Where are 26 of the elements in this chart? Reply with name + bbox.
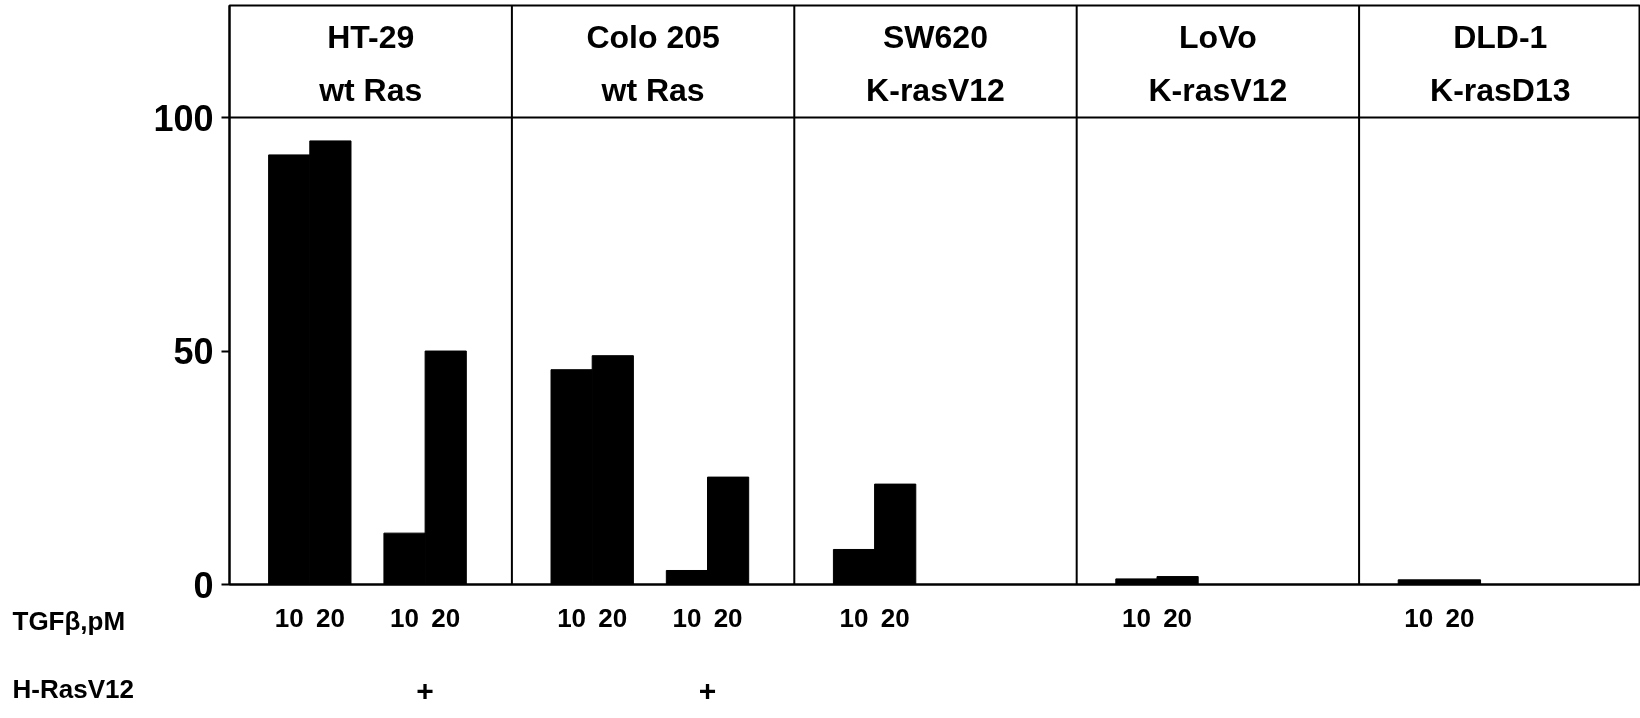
text: + <box>698 674 717 708</box>
x-tick-label: 20 <box>598 602 628 633</box>
y-tick-label: 0 <box>193 564 214 606</box>
text: + <box>416 674 434 708</box>
x-tick-label: 10 <box>274 602 304 633</box>
x-axis-title: TGFβ,pM <box>12 605 126 636</box>
annotation: DLD-1 K-rasD13 <box>1430 19 1571 108</box>
x-tick-label: 10 <box>557 602 587 633</box>
x-tick-label: 20 <box>713 602 743 633</box>
x-tick-label: 20 <box>1163 602 1193 633</box>
x-tick-label: 10 <box>1121 602 1151 633</box>
y-tick-label: 50 <box>173 331 214 373</box>
annotation: SW620 K-rasV12 <box>866 19 1005 108</box>
x-tick-label: 20 <box>315 602 345 633</box>
y-tick-label: 100 <box>153 97 214 139</box>
x-tick-label: 10 <box>839 602 869 633</box>
x-tick-label: 20 <box>431 602 461 633</box>
x-tick-label: 10 <box>390 602 419 633</box>
annotation: Colo 205 wt Ras <box>586 19 720 108</box>
x-tick-label: 20 <box>880 602 910 633</box>
annotation: LoVo K-rasV12 <box>1148 19 1288 108</box>
x-tick-label: 10 <box>672 602 702 633</box>
x-tick-label: 10 <box>1404 602 1434 633</box>
annotation: HT-29 wt Ras <box>318 19 423 108</box>
text: H-RasV12 <box>12 673 134 704</box>
x-tick-label: 20 <box>1445 602 1475 633</box>
